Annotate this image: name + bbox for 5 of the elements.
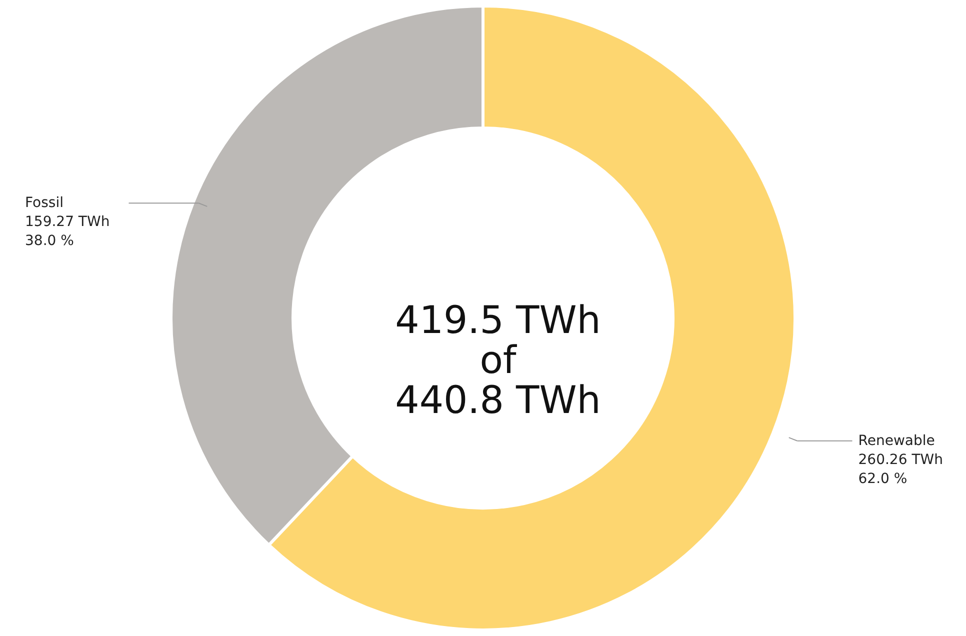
slice-label: Fossil [25,195,64,212]
data-label: 159.27 TWh 38.0 % [25,214,110,250]
text: 419.5 TWh of 440.8 TWh [395,298,601,422]
slice-label: Renewable [858,432,935,449]
data-label: 260.26 TWh 62.0 % [858,452,943,487]
